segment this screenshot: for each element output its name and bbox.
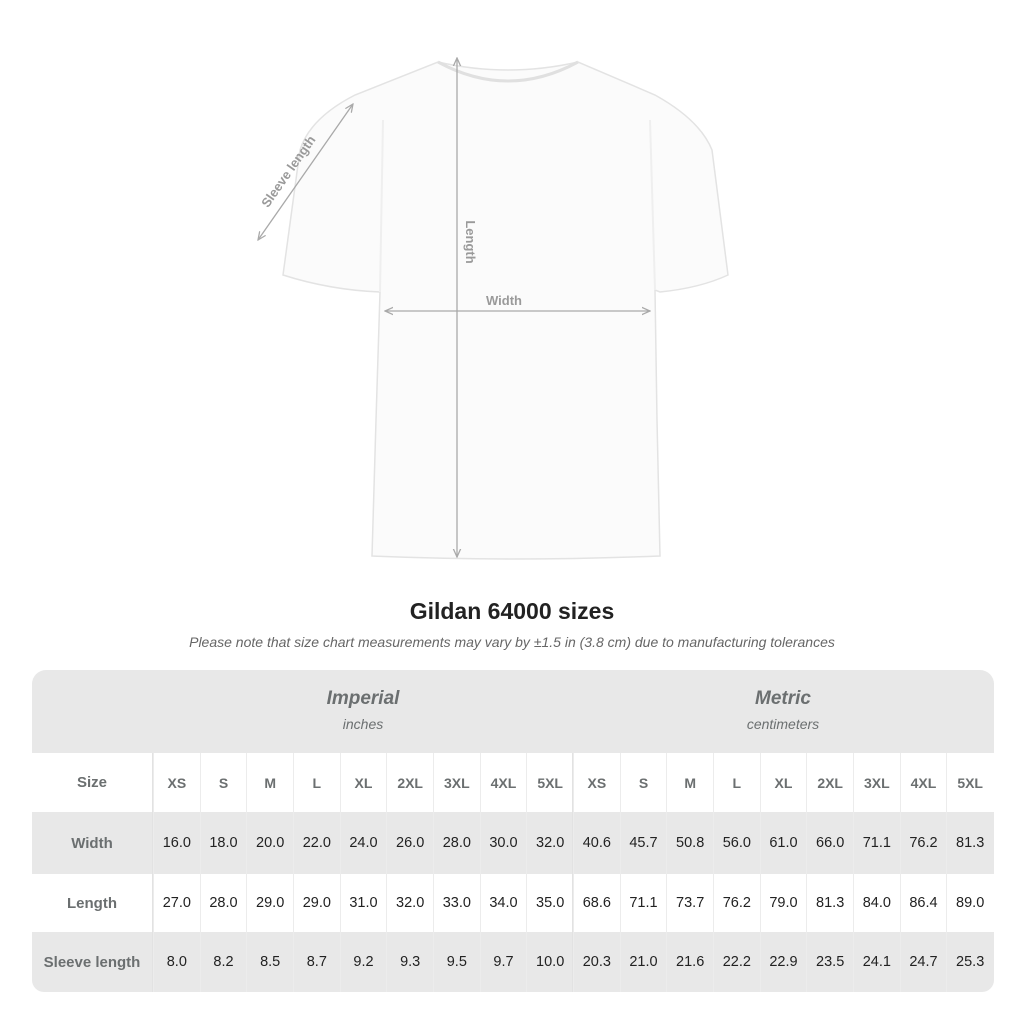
- imperial-value-cell: 16.0: [153, 812, 200, 874]
- imperial-size-4xl: 4XL: [479, 753, 527, 812]
- imperial-size-2xl: 2XL: [386, 753, 433, 812]
- metric-value-cell: 23.5: [806, 932, 853, 992]
- imperial-value-cell: 9.2: [339, 932, 387, 992]
- length-label: Length: [463, 220, 478, 263]
- row-band-sleeve: [32, 932, 994, 992]
- row-label-sleeve-length: Sleeve length: [43, 953, 141, 971]
- metric-value-cell: 25.3: [946, 932, 993, 992]
- metric-value-cell: 40.6: [573, 812, 620, 874]
- metric-value-cell: 66.0: [806, 812, 853, 874]
- metric-value-cell: 22.2: [713, 932, 760, 992]
- imperial-value-cell: 8.2: [199, 932, 247, 992]
- imperial-value-cell: 8.7: [293, 932, 340, 992]
- imperial-size-3xl: 3XL: [433, 753, 480, 812]
- imperial-value-cell: 26.0: [386, 812, 433, 874]
- imperial-value-cell: 27.0: [153, 874, 200, 932]
- imperial-value-cell: 28.0: [199, 874, 247, 932]
- imperial-value-cell: 32.0: [526, 812, 573, 874]
- imperial-value-cell: 18.0: [199, 812, 247, 874]
- imperial-value-cell: 28.0: [433, 812, 480, 874]
- imperial-size-m: M: [246, 753, 293, 812]
- metric-value-cell: 79.0: [759, 874, 807, 932]
- metric-size-l: L: [713, 753, 760, 812]
- metric-value-cell: 84.0: [853, 874, 900, 932]
- metric-group-header: Metric centimeters: [573, 688, 993, 732]
- imperial-value-cell: 9.7: [479, 932, 527, 992]
- imperial-group-header: Imperial inches: [153, 688, 573, 732]
- metric-value-cell: 50.8: [666, 812, 713, 874]
- metric-size-m: M: [666, 753, 713, 812]
- metric-size-3xl: 3XL: [853, 753, 900, 812]
- row-label-width: Width: [71, 834, 113, 852]
- imperial-size-5xl: 5XL: [526, 753, 573, 812]
- tshirt-diagram: Sleeve length Length Width: [0, 0, 729, 560]
- metric-title: Metric: [755, 688, 811, 709]
- size-header: Size: [76, 774, 107, 791]
- metric-size-2xl: 2XL: [806, 753, 853, 812]
- imperial-value-cell: 33.0: [433, 874, 480, 932]
- imperial-value-cell: 8.0: [153, 932, 200, 992]
- metric-value-cell: 24.7: [899, 932, 947, 992]
- imperial-value-cell: 8.5: [246, 932, 293, 992]
- metric-value-cell: 71.1: [619, 874, 667, 932]
- imperial-value-cell: 22.0: [293, 812, 340, 874]
- metric-value-cell: 61.0: [759, 812, 807, 874]
- metric-value-cell: 89.0: [946, 874, 993, 932]
- metric-value-cell: 21.0: [619, 932, 667, 992]
- metric-size-5xl: 5XL: [946, 753, 993, 812]
- imperial-value-cell: 29.0: [293, 874, 340, 932]
- metric-value-cell: 24.1: [853, 932, 900, 992]
- tolerance-note: Please note that size chart measurements…: [189, 634, 835, 650]
- metric-value-cell: 86.4: [899, 874, 947, 932]
- imperial-value-cell: 24.0: [339, 812, 387, 874]
- row-band-width: [32, 812, 994, 874]
- metric-value-cell: 81.3: [946, 812, 993, 874]
- metric-value-cell: 56.0: [713, 812, 760, 874]
- metric-size-s: S: [619, 753, 667, 812]
- header-band: [32, 670, 994, 753]
- imperial-value-cell: 10.0: [526, 932, 573, 992]
- metric-size-xl: XL: [759, 753, 807, 812]
- imperial-value-cell: 29.0: [246, 874, 293, 932]
- metric-value-cell: 20.3: [573, 932, 620, 992]
- metric-value-cell: 68.6: [573, 874, 620, 932]
- imperial-unit: inches: [342, 716, 384, 732]
- metric-value-cell: 73.7: [666, 874, 713, 932]
- imperial-size-l: L: [293, 753, 340, 812]
- imperial-value-cell: 20.0: [246, 812, 293, 874]
- imperial-value-cell: 31.0: [339, 874, 387, 932]
- imperial-size-xs: XS: [153, 753, 200, 812]
- imperial-size-xl: XL: [339, 753, 387, 812]
- imperial-value-cell: 34.0: [479, 874, 527, 932]
- size-table: Imperial inches Metric centimeters Size X…: [32, 670, 994, 992]
- imperial-value-cell: 9.5: [433, 932, 480, 992]
- row-label-length: Length: [67, 894, 117, 912]
- metric-value-cell: 81.3: [806, 874, 853, 932]
- imperial-value-cell: 30.0: [479, 812, 527, 874]
- metric-value-cell: 45.7: [619, 812, 667, 874]
- imperial-value-cell: 9.3: [386, 932, 433, 992]
- metric-value-cell: 21.6: [666, 932, 713, 992]
- metric-size-xs: XS: [573, 753, 620, 812]
- metric-value-cell: 22.9: [759, 932, 807, 992]
- metric-unit: centimeters: [746, 716, 820, 732]
- chart-title: Gildan 64000 sizes: [409, 598, 615, 624]
- imperial-title: Imperial: [326, 688, 400, 709]
- imperial-value-cell: 32.0: [386, 874, 433, 932]
- sleeve-arrow: [258, 104, 353, 240]
- metric-value-cell: 71.1: [853, 812, 900, 874]
- imperial-size-s: S: [199, 753, 247, 812]
- imperial-value-cell: 35.0: [526, 874, 573, 932]
- metric-size-4xl: 4XL: [899, 753, 947, 812]
- metric-value-cell: 76.2: [899, 812, 947, 874]
- width-label: Width: [486, 293, 522, 308]
- metric-value-cell: 76.2: [713, 874, 760, 932]
